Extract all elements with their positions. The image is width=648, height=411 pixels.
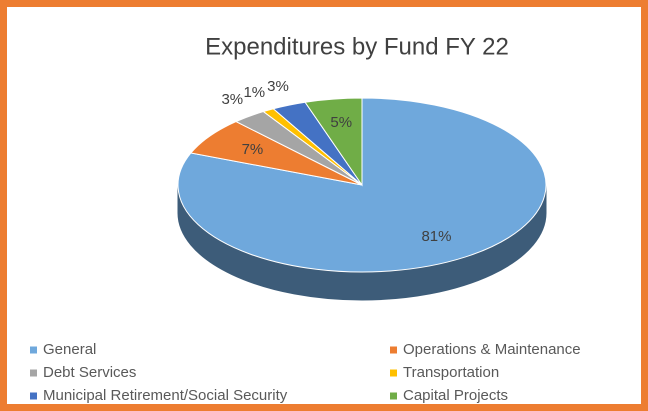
data-label: 7% (242, 141, 264, 158)
data-label: 81% (421, 228, 451, 245)
data-label: 3% (267, 78, 289, 95)
legend-label: Debt Services (43, 364, 136, 381)
legend-swatch (390, 392, 397, 400)
slice (304, 97, 363, 187)
data-label: 5% (330, 114, 352, 131)
legend-label: Capital Projects (403, 387, 508, 404)
legend-swatch (390, 369, 397, 377)
data-label: 1% (243, 84, 265, 101)
legend-label: Transportation (403, 364, 499, 381)
data-label: 3% (221, 91, 243, 108)
legend-label: General (43, 341, 96, 358)
legend-label: Operations & Maintenance (403, 341, 581, 358)
legend-swatch (30, 346, 37, 354)
legend-swatch (30, 369, 37, 377)
chart-title: Expenditures by Fund FY 22 (205, 33, 509, 60)
slice (177, 97, 547, 273)
legend-swatch (30, 392, 37, 400)
legend-swatch (390, 346, 397, 354)
legend-label: Municipal Retirement/Social Security (43, 387, 288, 404)
